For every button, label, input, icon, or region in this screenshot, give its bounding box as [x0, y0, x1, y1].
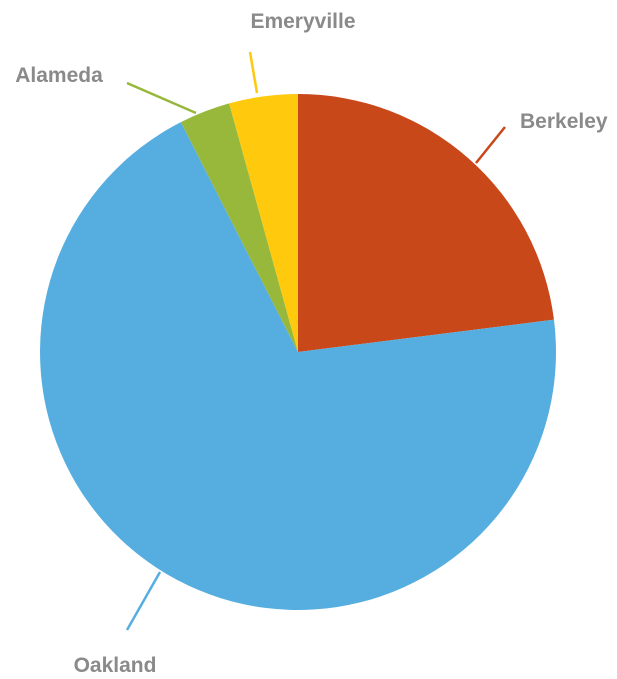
slice-label-emeryville: Emeryville	[250, 10, 355, 33]
leader-line-berkeley	[475, 126, 506, 164]
leader-line-alameda	[126, 81, 197, 115]
pie-slice-oakland	[40, 122, 557, 610]
pie-slice-emeryville	[229, 94, 298, 352]
pie-slices	[40, 94, 557, 610]
leader-line-emeryville	[248, 51, 259, 94]
leader-lines	[125, 51, 506, 631]
slice-label-oakland: Oakland	[74, 654, 157, 677]
leader-line-oakland	[125, 571, 162, 631]
slice-label-alameda: Alameda	[15, 64, 103, 87]
pie-slice-berkeley	[298, 94, 554, 352]
pie-slice-alameda	[180, 103, 298, 352]
slice-labels: Berkeley Oakland Alameda Emeryville	[15, 10, 608, 677]
slice-label-berkeley: Berkeley	[520, 110, 608, 133]
